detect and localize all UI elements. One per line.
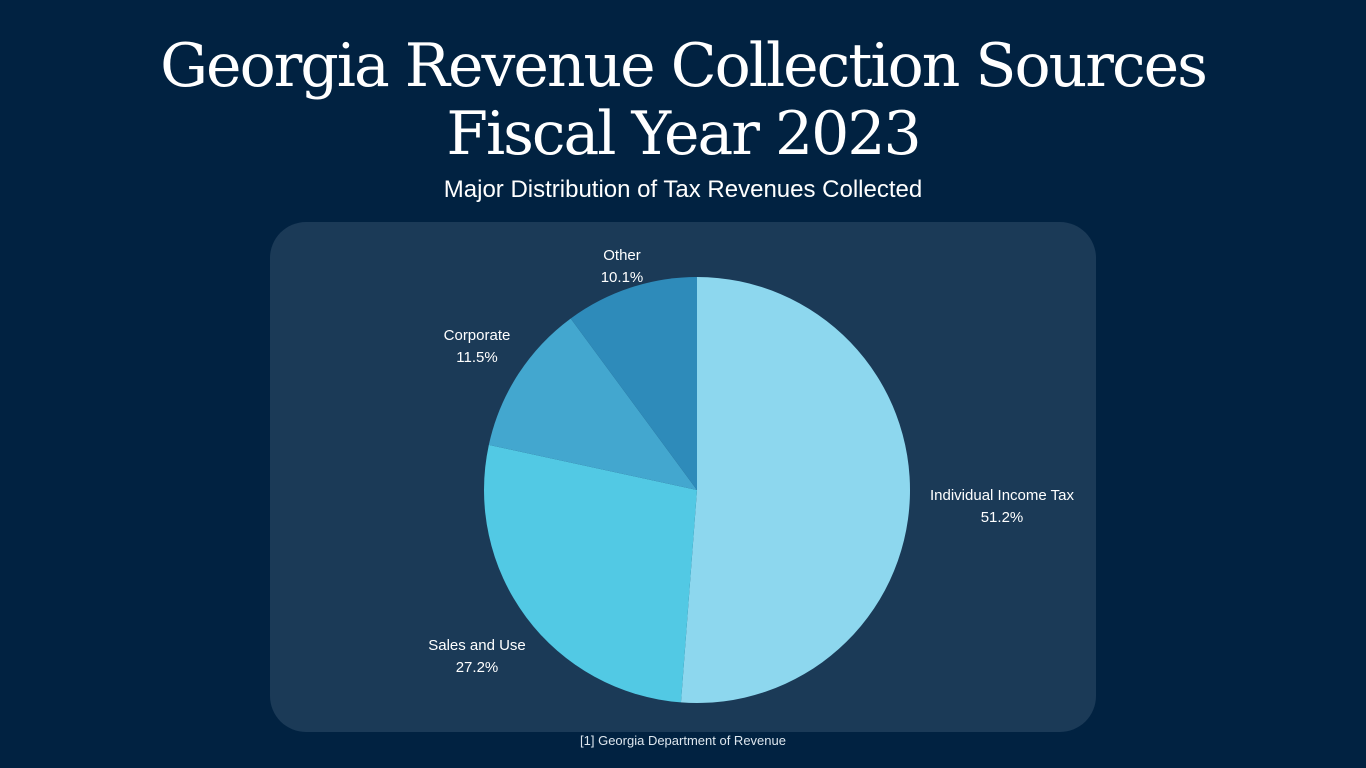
chart-subtitle: Major Distribution of Tax Revenues Colle…	[443, 176, 923, 203]
chart-title-line2: Fiscal Year 2023	[446, 99, 921, 169]
slice-category-label: Other	[603, 247, 641, 264]
pie-slice-individual-income-tax	[680, 277, 910, 703]
slice-value-label: 51.2%	[981, 509, 1024, 526]
slice-value-label: 11.5%	[456, 349, 497, 366]
pie-slice-other	[570, 277, 697, 490]
slice-category-label: Individual Income Tax	[930, 487, 1074, 504]
slice-value-label: 10.1%	[601, 269, 644, 286]
slice-value-label: 27.2%	[456, 659, 499, 676]
source-note: [1] Georgia Department of Revenue	[580, 733, 786, 748]
pie-slice-corporate	[488, 318, 697, 490]
slice-category-label: Corporate	[444, 327, 511, 344]
pie-slice-sales-and-use	[483, 444, 697, 703]
chart-title-line1: Georgia Revenue Collection Sources	[160, 31, 1208, 101]
slice-category-label: Sales and Use	[428, 637, 526, 654]
